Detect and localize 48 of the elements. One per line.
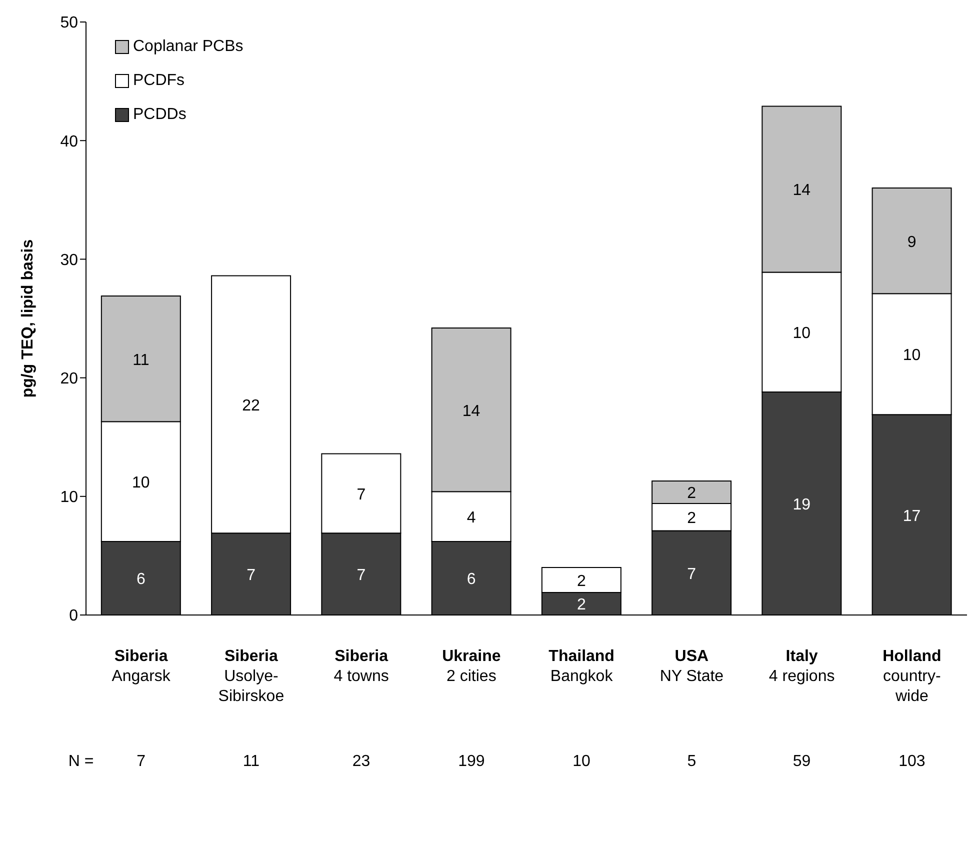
- data-label: 7: [356, 567, 366, 584]
- x-tick-label: Siberia 4 towns: [334, 648, 389, 685]
- data-label: 14: [792, 182, 811, 200]
- text: 59: [792, 753, 811, 770]
- text: 199: [458, 753, 485, 770]
- data-label: 6: [136, 571, 146, 588]
- data-label: 14: [462, 402, 480, 420]
- text: 7: [136, 753, 146, 770]
- data-label: 9: [907, 234, 916, 251]
- text: 11: [242, 753, 260, 770]
- y-tick-label: 50: [60, 14, 78, 32]
- data-label: 4: [466, 510, 476, 527]
- y-axis-title: pg/g TEQ, lipid basis: [20, 239, 37, 398]
- x-tick-label: Holland country- wide: [882, 648, 942, 705]
- data-label: 10: [792, 325, 811, 342]
- x-tick-label: USA NY State: [660, 648, 724, 685]
- y-tick-label: 30: [60, 252, 78, 269]
- x-tick-label: Ukraine 2 cities: [442, 648, 501, 685]
- legend-label: PCDDs: [133, 106, 186, 124]
- text: 23: [352, 753, 370, 770]
- data-label: 17: [902, 508, 921, 525]
- data-label: 10: [132, 474, 150, 492]
- data-label: 7: [687, 566, 696, 583]
- y-tick-label: 20: [60, 370, 78, 388]
- data-label: 22: [242, 397, 260, 414]
- y-tick-label: 40: [60, 133, 78, 150]
- data-label: 11: [132, 352, 150, 369]
- data-label: 2: [576, 596, 586, 614]
- x-tick-label: Siberia Angarsk: [112, 648, 172, 685]
- text: N =: [68, 753, 94, 770]
- text: 5: [687, 753, 696, 770]
- text: 103: [898, 753, 926, 770]
- data-label: 2: [687, 510, 696, 528]
- data-label: 2: [576, 573, 586, 590]
- x-tick-label: Italy 4 regions: [768, 648, 835, 685]
- x-tick-label: Siberia Usolye- Sibirskoe: [218, 648, 284, 705]
- data-label: 6: [466, 571, 476, 588]
- data-label: 7: [356, 486, 366, 504]
- y-tick-label: 0: [69, 608, 78, 625]
- data-label: 7: [246, 567, 256, 584]
- legend-label: PCDFs: [133, 72, 185, 90]
- data-label: 19: [792, 496, 811, 514]
- y-tick-label: 10: [60, 489, 78, 506]
- legend-label: Coplanar PCBs: [133, 38, 244, 56]
- text: 10: [572, 753, 591, 770]
- x-tick-label: Thailand Bangkok: [548, 648, 614, 685]
- data-label: 2: [687, 485, 696, 502]
- data-label: 10: [902, 347, 921, 364]
